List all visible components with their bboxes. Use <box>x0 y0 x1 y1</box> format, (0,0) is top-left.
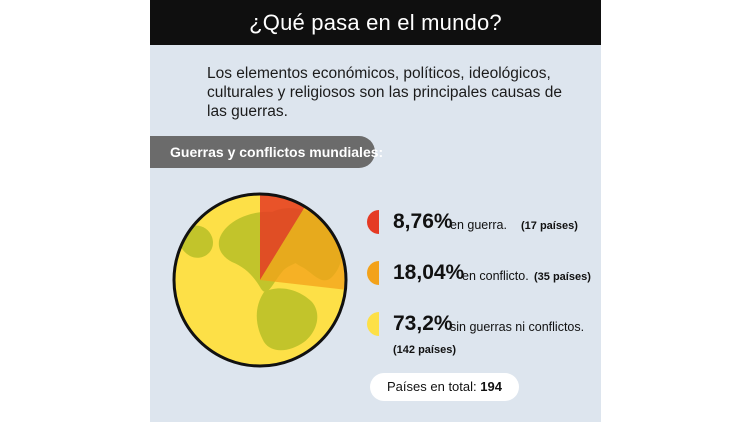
total-label: Países en total: <box>387 379 477 394</box>
pie-outline <box>172 192 348 368</box>
legend-desc-none: sin guerras ni conflictos. <box>450 320 585 334</box>
total-badge: Países en total: 194 <box>370 373 519 401</box>
legend-count-none: (142 países) <box>393 344 456 356</box>
red-half-circle-icon <box>367 210 379 234</box>
legend-pct-war: 8,76% <box>393 210 453 233</box>
section-label: Guerras y conflictos mundiales: <box>170 144 384 160</box>
legend-desc-war: en guerra. <box>450 218 507 232</box>
legend-count-conflict: (35 países) <box>534 271 591 283</box>
total-value: 194 <box>480 379 502 394</box>
legend-pct-none: 73,2% <box>393 312 453 335</box>
orange-half-circle-icon <box>367 261 379 285</box>
infographic-card: ¿Qué pasa en el mundo? Los elementos eco… <box>150 0 601 422</box>
legend-count-war: (17 países) <box>521 220 578 232</box>
pie-chart <box>172 192 348 368</box>
legend-pct-conflict: 18,04% <box>393 261 465 284</box>
intro-text: Los elementos económicos, políticos, ide… <box>207 65 562 120</box>
yellow-half-circle-icon <box>367 312 379 336</box>
page-title: ¿Qué pasa en el mundo? <box>249 10 502 35</box>
section-label-pill: Guerras y conflictos mundiales: <box>150 136 383 168</box>
legend-desc-conflict: en conflicto. <box>462 269 529 283</box>
pie-slice-war <box>260 194 305 280</box>
header-bar: ¿Qué pasa en el mundo? <box>150 0 601 45</box>
pie-slice-conflict <box>260 206 346 290</box>
